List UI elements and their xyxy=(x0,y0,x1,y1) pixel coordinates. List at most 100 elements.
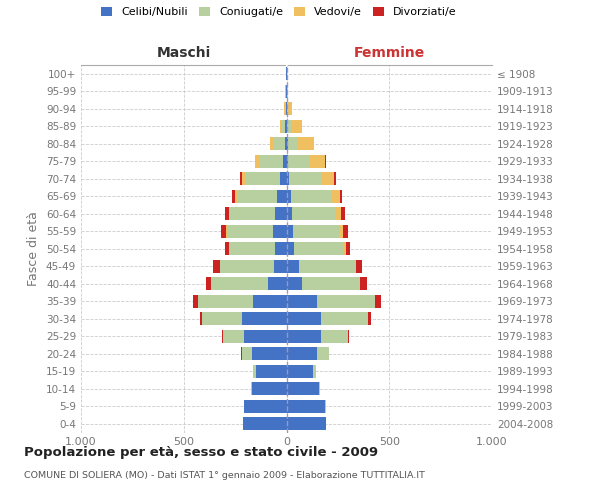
Bar xyxy=(222,330,223,342)
Bar xyxy=(253,295,287,308)
Bar xyxy=(220,260,274,272)
Bar xyxy=(286,102,287,115)
Bar xyxy=(274,138,285,150)
Bar xyxy=(299,260,355,272)
Bar xyxy=(229,242,275,255)
Bar xyxy=(287,330,321,342)
Bar xyxy=(244,418,287,430)
Bar xyxy=(287,138,298,150)
Bar xyxy=(287,400,325,412)
Bar xyxy=(287,418,326,430)
Bar xyxy=(285,138,287,150)
Bar xyxy=(283,155,287,168)
Bar xyxy=(285,102,286,115)
Bar xyxy=(287,295,317,308)
Bar xyxy=(317,348,329,360)
Bar xyxy=(348,330,349,342)
Bar xyxy=(286,120,287,132)
Bar xyxy=(343,225,348,237)
Text: Maschi: Maschi xyxy=(157,46,211,60)
Bar xyxy=(287,225,293,237)
Bar xyxy=(375,295,381,308)
Legend: Celibi/Nubili, Coniugati/e, Vedovi/e, Divorziati/e: Celibi/Nubili, Coniugati/e, Vedovi/e, Di… xyxy=(101,6,457,17)
Bar xyxy=(244,400,287,412)
Bar xyxy=(288,102,292,115)
Bar xyxy=(287,365,313,378)
Bar xyxy=(242,172,245,185)
Bar xyxy=(310,155,325,168)
Bar xyxy=(274,260,287,272)
Bar xyxy=(242,348,251,360)
Bar xyxy=(287,242,295,255)
Bar xyxy=(251,382,287,395)
Bar xyxy=(280,120,282,132)
Bar xyxy=(355,260,356,272)
Bar xyxy=(275,242,287,255)
Bar xyxy=(287,208,292,220)
Bar xyxy=(292,208,337,220)
Bar xyxy=(230,208,275,220)
Bar xyxy=(213,260,220,272)
Bar xyxy=(244,330,287,342)
Y-axis label: Fasce di età: Fasce di età xyxy=(28,212,40,286)
Bar xyxy=(253,365,256,378)
Bar xyxy=(226,225,227,237)
Text: Popolazione per età, sesso e stato civile - 2009: Popolazione per età, sesso e stato civil… xyxy=(24,446,378,459)
Bar xyxy=(225,242,229,255)
Bar xyxy=(356,260,362,272)
Bar xyxy=(221,225,226,237)
Bar xyxy=(273,225,287,237)
Bar xyxy=(251,348,287,360)
Bar xyxy=(287,155,288,168)
Bar xyxy=(282,120,286,132)
Bar xyxy=(287,312,321,325)
Bar xyxy=(235,190,236,202)
Bar xyxy=(287,85,288,98)
Bar xyxy=(268,278,287,290)
Bar xyxy=(245,172,280,185)
Bar xyxy=(313,365,316,378)
Bar xyxy=(275,208,287,220)
Bar xyxy=(242,312,287,325)
Bar xyxy=(287,348,317,360)
Bar xyxy=(229,208,230,220)
Text: Femmine: Femmine xyxy=(353,46,425,60)
Bar xyxy=(193,295,198,308)
Bar xyxy=(321,312,368,325)
Bar xyxy=(256,365,287,378)
Bar xyxy=(340,190,343,202)
Bar xyxy=(198,295,253,308)
Bar xyxy=(223,330,244,342)
Bar xyxy=(202,312,242,325)
Bar xyxy=(259,155,283,168)
Bar xyxy=(334,172,335,185)
Bar xyxy=(277,190,287,202)
Bar xyxy=(344,242,346,255)
Bar xyxy=(291,190,331,202)
Bar xyxy=(368,312,371,325)
Bar xyxy=(289,172,321,185)
Bar xyxy=(298,138,314,150)
Bar xyxy=(241,172,242,185)
Bar xyxy=(227,225,273,237)
Bar xyxy=(317,295,375,308)
Bar xyxy=(331,190,340,202)
Bar xyxy=(291,120,302,132)
Bar xyxy=(293,225,340,237)
Bar xyxy=(321,172,334,185)
Bar xyxy=(225,208,229,220)
Bar xyxy=(206,278,211,290)
Bar xyxy=(280,172,287,185)
Bar xyxy=(340,225,343,237)
Text: COMUNE DI SOLIERA (MO) - Dati ISTAT 1° gennaio 2009 - Elaborazione TUTTITALIA.IT: COMUNE DI SOLIERA (MO) - Dati ISTAT 1° g… xyxy=(24,471,425,480)
Bar xyxy=(288,155,310,168)
Bar xyxy=(236,190,277,202)
Bar xyxy=(270,138,274,150)
Bar xyxy=(341,208,346,220)
Bar xyxy=(287,102,288,115)
Bar xyxy=(319,382,320,395)
Bar xyxy=(287,382,319,395)
Bar xyxy=(287,120,291,132)
Bar xyxy=(287,260,299,272)
Bar xyxy=(321,330,348,342)
